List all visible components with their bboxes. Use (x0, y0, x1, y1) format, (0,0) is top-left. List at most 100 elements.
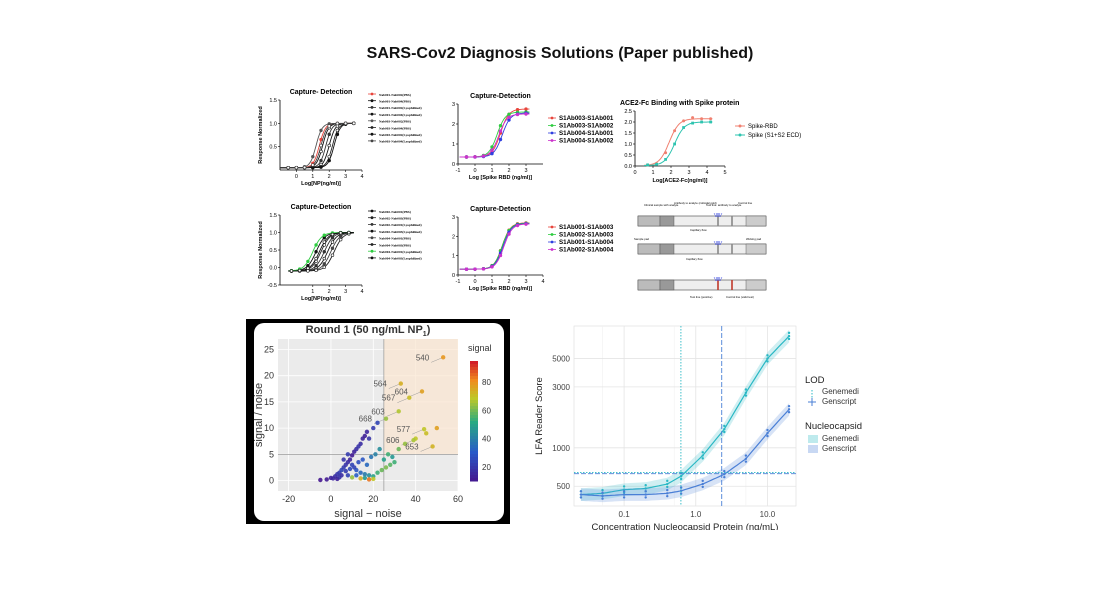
x-tick-label: 3 (344, 289, 347, 295)
data-point (701, 457, 704, 460)
y-tick-label: -0.5 (268, 283, 277, 289)
chart-3-svg: ACE2-Fc Binding with Spike protein 0.0 0.5… (620, 100, 801, 184)
lfa-label: Control line (738, 201, 753, 205)
data-point (666, 488, 669, 492)
colorbar-segment (470, 445, 478, 449)
series-line (280, 122, 354, 169)
chart-capture-detection-rbd-2: Capture-Detection 0 1 2 3 -1 0 1 2 3 4 Log [Spike R… (440, 205, 620, 300)
data-point (490, 148, 494, 152)
data-point (666, 482, 669, 486)
antibody-glyph (713, 212, 719, 218)
data-point (286, 165, 290, 170)
x-tick-label: 1 (311, 289, 314, 295)
y-tick-label: 2.0 (624, 120, 632, 126)
data-point (787, 408, 791, 411)
colorbar-segment (470, 466, 478, 470)
y-tick-label: 0.5 (269, 248, 277, 254)
data-point (601, 491, 604, 494)
scatter-point (358, 470, 363, 475)
data-point (723, 475, 726, 479)
legend-label: Nab002-Nab001(PBS) (379, 210, 411, 214)
data-point (655, 162, 658, 166)
data-point (327, 124, 331, 128)
scatter-point (383, 465, 389, 470)
y-tick-label: 1.0 (269, 231, 277, 237)
data-point (766, 360, 769, 363)
legend-label: Nab001-Nab004(Lyophilized) (379, 113, 422, 117)
data-point (622, 488, 626, 491)
annotation-label: 603 (371, 407, 385, 416)
scatter-point (421, 426, 427, 432)
chart-1-svg: Capture- Detection 0.5 1.0 1.5 0 1 2 3 4 Log[NP(n… (258, 89, 422, 187)
data-point (787, 334, 791, 338)
y-axis-label: OD450 (440, 125, 442, 142)
data-point (700, 120, 703, 124)
data-point (524, 112, 528, 116)
legend-swatch-marker (738, 133, 742, 137)
lfa-label: Capillary flow (690, 228, 708, 232)
x-tick-label: 60 (453, 494, 463, 504)
colorbar-segment (470, 364, 478, 368)
scatter-point (347, 457, 353, 462)
data-point (319, 143, 323, 148)
lfa-sample-pad (637, 215, 661, 227)
colorbar-segment (470, 394, 478, 398)
legend-label: Genemedi (822, 434, 859, 443)
colorbar-segment (470, 370, 478, 374)
legend-swatch-marker (370, 236, 374, 240)
x-tick-label: 3 (524, 279, 527, 285)
colorbar-segment (470, 427, 478, 431)
y-tick-label: 1.5 (624, 131, 632, 137)
page-title: SARS-Cov2 Diagnosis Solutions (Paper pub… (366, 45, 754, 62)
x-tick-label: 0 (633, 170, 636, 176)
data-point (289, 269, 294, 273)
scatter-point (440, 355, 446, 360)
x-tick-label: 1 (490, 168, 493, 174)
chart-title: Capture-Detection (291, 204, 352, 211)
scatter-point (368, 454, 374, 460)
chart-capture-detection-np-2: Capture-Detection -0.5 0.0 0.5 1.0 1.5 1 2 3 4 Log… (250, 203, 450, 303)
legend-label: Nab004-Nab001(PBS) (379, 237, 411, 241)
scatter-point (356, 459, 361, 465)
scatter-point (377, 446, 382, 452)
colorbar-tick-label: 60 (482, 406, 491, 415)
annotation-label: 577 (397, 425, 411, 434)
series-line (280, 122, 354, 169)
legend-label: Genscript (822, 397, 857, 406)
x-axis-label: Log [Spike RBD (ng/ml)] (469, 175, 532, 181)
colorbar-segment (470, 406, 478, 410)
data-point (664, 151, 668, 155)
y-axis-label: Response Normalized (258, 221, 264, 278)
data-point (673, 142, 676, 146)
annotation-label: 567 (382, 394, 396, 403)
legend-label: Nab004-Nab003(PBS) (379, 243, 411, 247)
chart-capture-detection-rbd-1: Capture-Detection 0 1 2 3 -1 0 1 2 3 Log [Spike RB… (440, 92, 620, 192)
series-line (643, 118, 713, 166)
legend-swatch-marker (550, 139, 554, 142)
legend-swatch-marker (370, 209, 374, 213)
scatter-point (341, 457, 346, 462)
y-tick-label: 2 (452, 234, 455, 240)
lfa-wicking-pad (745, 215, 767, 227)
annotation-label: 564 (373, 380, 387, 389)
data-point (330, 236, 335, 240)
scatter-point (349, 475, 355, 480)
data-point (622, 493, 626, 496)
data-point (319, 158, 323, 163)
y-tick-label: 5 (269, 449, 274, 459)
legend-label: S1Ab002-S1Ab004 (559, 246, 614, 253)
data-point (691, 121, 694, 125)
scatter-point (383, 416, 389, 421)
x-tick-label: 1.0 (690, 510, 702, 519)
scatter-point (375, 470, 380, 475)
data-point (322, 262, 326, 266)
series-line (459, 222, 530, 270)
confidence-band (580, 329, 790, 501)
x-tick-label: 0 (295, 174, 298, 180)
data-point (644, 490, 647, 493)
x-tick-label: 3 (344, 174, 347, 180)
data-point (490, 151, 494, 156)
data-point (744, 394, 748, 397)
data-point (766, 357, 769, 360)
legend-swatch-marker (370, 106, 374, 109)
